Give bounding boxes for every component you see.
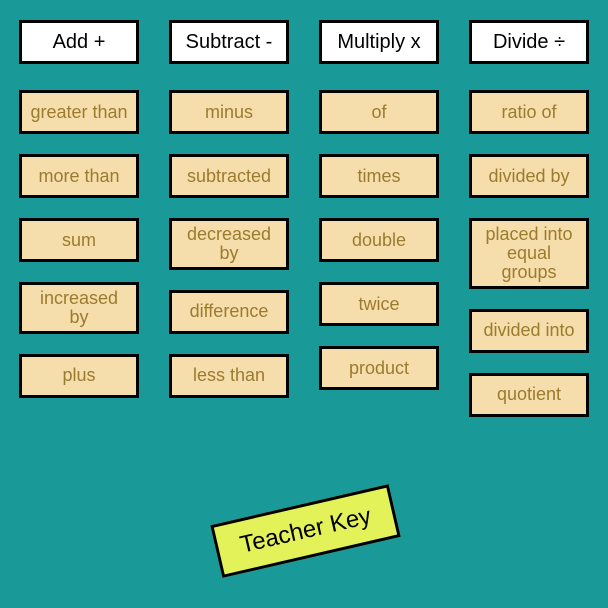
term-card: of (319, 90, 439, 134)
column-add: Add + greater than more than sum increas… (10, 20, 148, 437)
term-card: divided by (469, 154, 589, 198)
term-card: difference (169, 290, 289, 334)
header-subtract: Subtract - (169, 20, 289, 64)
column-multiply: Multiply x of times double twice product (310, 20, 448, 437)
term-card: twice (319, 282, 439, 326)
columns-container: Add + greater than more than sum increas… (0, 0, 608, 437)
term-card: decreased by (169, 218, 289, 270)
term-card: double (319, 218, 439, 262)
term-card: plus (19, 354, 139, 398)
term-card: times (319, 154, 439, 198)
term-card: quotient (469, 373, 589, 417)
column-divide: Divide ÷ ratio of divided by placed into… (460, 20, 598, 437)
header-divide: Divide ÷ (469, 20, 589, 64)
term-card: placed into equal groups (469, 218, 589, 289)
term-card: increased by (19, 282, 139, 334)
term-card: sum (19, 218, 139, 262)
term-card: subtracted (169, 154, 289, 198)
header-add: Add + (19, 20, 139, 64)
term-card: product (319, 346, 439, 390)
header-multiply: Multiply x (319, 20, 439, 64)
term-card: divided into (469, 309, 589, 353)
term-card: more than (19, 154, 139, 198)
teacher-key-label: Teacher Key (210, 484, 401, 578)
term-card: minus (169, 90, 289, 134)
term-card: ratio of (469, 90, 589, 134)
term-card: less than (169, 354, 289, 398)
column-subtract: Subtract - minus subtracted decreased by… (160, 20, 298, 437)
term-card: greater than (19, 90, 139, 134)
